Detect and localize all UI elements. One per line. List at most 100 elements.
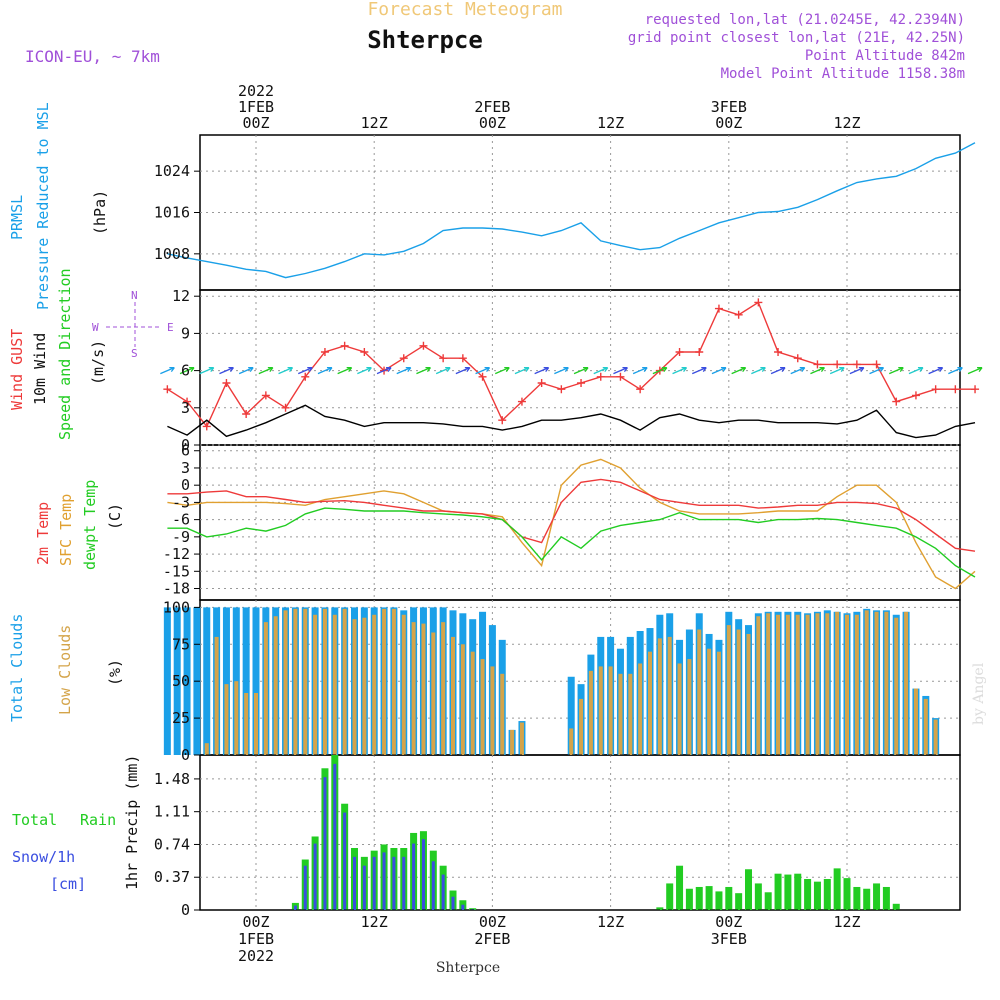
model-label: ICON-EU, ~ 7km <box>25 47 160 66</box>
low-cloud-bar <box>766 613 771 755</box>
time-label-top: 00Z <box>479 114 506 132</box>
gust-marker <box>872 360 881 369</box>
time-label-top: 00Z <box>242 114 269 132</box>
product-title: Forecast Meteogram <box>367 0 562 20</box>
wind-arrow-icon <box>829 366 845 375</box>
snow-bar <box>293 905 297 910</box>
low-cloud-bar <box>332 614 337 755</box>
snow-bar <box>323 777 327 910</box>
low-cloud-bar <box>263 622 268 755</box>
wind-arrow-icon <box>416 366 431 375</box>
time-label-top: 00Z <box>715 114 742 132</box>
time-label-bottom: 12Z <box>361 913 388 931</box>
low-cloud-bar <box>470 651 475 755</box>
wind-arrow-icon <box>199 366 215 375</box>
low-cloud-bar <box>904 611 909 755</box>
rain-label: Rain <box>80 811 116 829</box>
rain-bar <box>676 865 684 910</box>
wind-speed-line <box>167 404 976 439</box>
gust-marker <box>616 372 625 381</box>
rain-bar <box>794 873 802 910</box>
prmsl-label: PRMSL <box>8 195 26 240</box>
cloud-unit: (%) <box>106 659 124 686</box>
rain-bar <box>735 893 743 910</box>
y-tick-label: 6 <box>181 362 190 380</box>
low-cloud-bar <box>510 729 515 755</box>
y-tick-label: -6 <box>172 511 190 529</box>
low-cloud-bar <box>244 693 249 755</box>
wind-arrow-icon <box>376 366 392 375</box>
low-cloud-bar <box>746 633 751 755</box>
rain-bar <box>745 869 752 910</box>
low-cloud-bar <box>648 651 652 755</box>
wind-arrow-icon <box>475 366 491 375</box>
time-label-top: 12Z <box>361 114 388 132</box>
time-label-bottom: 12Z <box>597 913 624 931</box>
gust-marker <box>439 354 448 363</box>
low-cloud-bar <box>736 629 741 755</box>
low-cloud-bar <box>451 636 455 755</box>
wind-arrow-icon <box>494 366 510 375</box>
gust-marker <box>340 341 349 350</box>
wind-arrow-icon <box>731 366 747 375</box>
low-cloud-bar <box>224 684 229 755</box>
wind-arrow-icon <box>967 366 983 375</box>
dewpt-line <box>167 507 976 578</box>
wind-arrow-icon <box>632 366 648 375</box>
wind-arrow-icon <box>258 366 274 375</box>
rain-bar <box>705 886 713 910</box>
time-label-top: 2022 <box>238 82 274 100</box>
rain-bar <box>725 886 733 910</box>
wind10-label: 10m Wind <box>31 333 49 405</box>
low-cloud-bar <box>569 728 574 755</box>
low-cloud-bar <box>401 614 406 755</box>
wind-arrow-icon <box>160 366 175 375</box>
time-label-top: 1FEB <box>238 98 274 116</box>
wind-arrow-icon <box>810 366 825 375</box>
gust-marker <box>793 354 802 363</box>
gust-marker <box>320 348 329 356</box>
low-cloud-bar <box>864 610 869 755</box>
low-cloud-bar <box>480 659 485 755</box>
low-cloud-bar <box>411 622 416 755</box>
wind-arrow-icon <box>711 366 727 375</box>
wind-arrow-icon <box>573 366 589 375</box>
low-cloud-bar <box>391 608 396 755</box>
y-tick-label: 25 <box>172 709 190 727</box>
gust-marker <box>537 379 546 387</box>
y-tick-label: 0 <box>181 746 190 764</box>
low-cloud-bar <box>716 651 721 755</box>
pressure-line <box>167 142 976 279</box>
snow-bar <box>343 812 347 910</box>
gust-label: Wind GUST <box>8 329 26 410</box>
snow-bar <box>431 861 435 910</box>
gust-marker <box>399 354 408 363</box>
time-label-top: 3FEB <box>711 98 747 116</box>
compass-icon: N S W E <box>92 289 174 360</box>
rain-bar <box>863 888 871 910</box>
total-cloud-bar <box>222 607 230 755</box>
total-cloud-bar <box>242 607 250 755</box>
wind-arrow-icon <box>652 366 668 375</box>
gust-marker <box>931 385 940 394</box>
low-cloud-bar <box>923 698 928 755</box>
gust-marker <box>360 348 369 356</box>
rain-bar <box>882 886 890 910</box>
low-cloud-bar <box>677 663 682 755</box>
gust-marker <box>636 385 645 394</box>
wind-arrow-icon <box>396 366 412 375</box>
rain-bar <box>784 874 792 910</box>
y-tick-label: 3 <box>181 399 190 417</box>
gust-marker <box>734 310 743 319</box>
y-tick-label: -15 <box>163 562 190 580</box>
rain-bar <box>843 878 851 910</box>
time-label-bottom: 2FEB <box>474 930 510 948</box>
low-cloud-bar <box>638 663 643 755</box>
pressure-reduced-label: Pressure Reduced to MSL <box>34 102 52 310</box>
low-cloud-bar <box>667 636 672 755</box>
low-cloud-bar <box>933 719 938 755</box>
time-label-bottom: 00Z <box>479 913 506 931</box>
wind-arrow-icon <box>849 366 865 375</box>
snow-bar <box>412 843 416 910</box>
wind-arrow-icon <box>179 366 195 375</box>
